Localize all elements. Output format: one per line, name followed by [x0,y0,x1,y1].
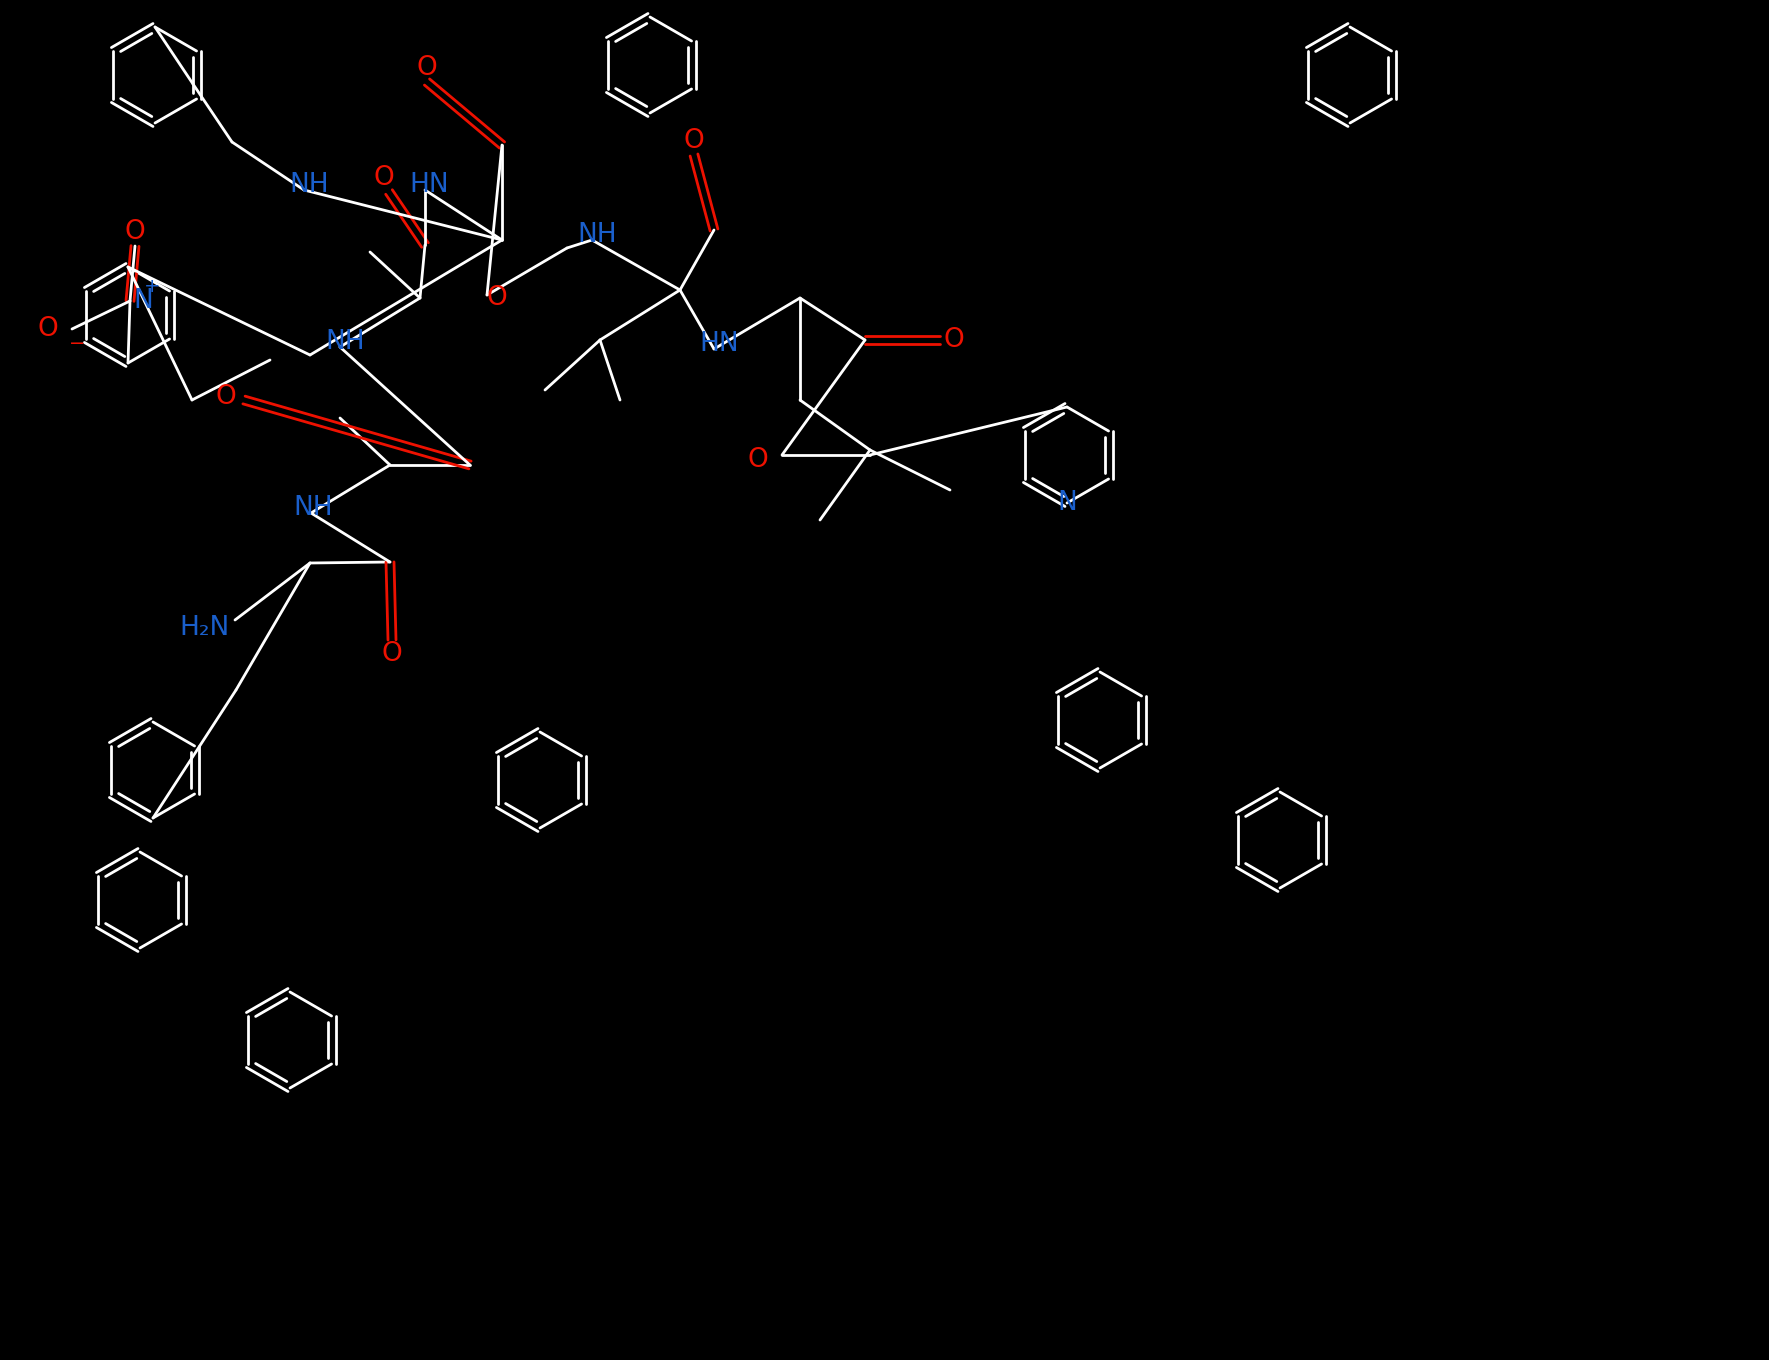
Text: O: O [373,165,394,190]
Text: O: O [124,219,145,245]
Text: NH: NH [577,222,617,248]
Text: O: O [943,326,964,354]
Text: NH: NH [288,171,329,199]
Text: H₂N: H₂N [180,615,230,641]
Text: HN: HN [409,171,449,199]
Text: NH: NH [294,495,333,521]
Text: NH: NH [325,329,364,355]
Text: N: N [1058,490,1077,515]
Text: −: − [69,335,85,354]
Text: O: O [216,384,235,409]
Text: O: O [747,447,768,473]
Text: HN: HN [699,330,739,356]
Text: O: O [486,286,508,311]
Text: O: O [683,128,704,154]
Text: N: N [133,288,152,314]
Text: +: + [143,277,161,296]
Text: O: O [417,54,437,82]
Text: O: O [37,316,58,341]
Text: O: O [382,641,402,666]
